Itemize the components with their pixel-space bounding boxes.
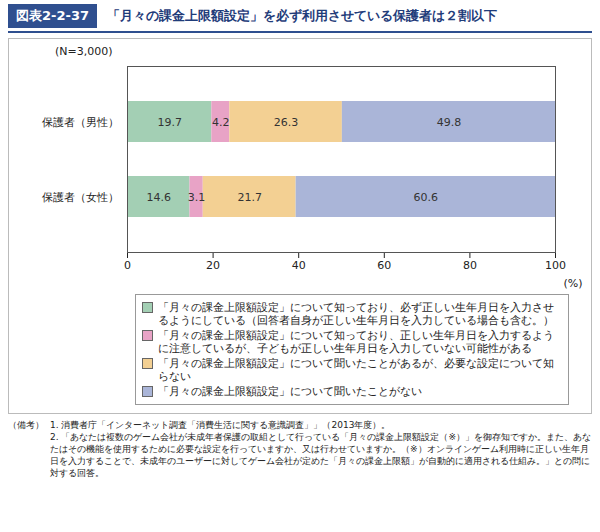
svg-text:4.2: 4.2 — [212, 116, 230, 129]
html-text:図表2-2-37: 図表2-2-37 — [16, 8, 89, 23]
svg-text:3.1: 3.1 — [188, 191, 206, 204]
html-text:(N=3,000): (N=3,000) — [55, 45, 113, 58]
html-text:「月々の課金上限額設定」について聞いたことがない: 「月々の課金上限額設定」について聞いたことがない — [158, 385, 422, 397]
svg-text:21.7: 21.7 — [237, 191, 262, 204]
html-text:「月々の課金上限額設定」について知っており、必ず正しい生年月: 「月々の課金上限額設定」について知っており、必ず正しい生年月日を入力させるように… — [158, 301, 554, 326]
svg-text:60: 60 — [377, 259, 391, 272]
html-text:「月々の課金上限額設定」を必ず利用させている保護者は２割以下: 「月々の課金上限額設定」を必ず利用させている保護者は２割以下 — [107, 8, 497, 23]
svg-text:80: 80 — [463, 259, 477, 272]
html-text:（備考）: （備考） — [8, 420, 44, 430]
html-text:「月々の課金上限額設定」について聞いたことがあるが、必要な設: 「月々の課金上限額設定」について聞いたことがあるが、必要な設定について知らない — [158, 357, 554, 382]
svg-text:49.8: 49.8 — [437, 116, 462, 129]
svg-text:0: 0 — [124, 259, 131, 272]
svg-text:(%): (%) — [563, 277, 582, 290]
svg-text:26.3: 26.3 — [274, 116, 299, 129]
html-text:2. 「あなたは複数のゲーム会社が未成年者保護の取組として行: 2. 「あなたは複数のゲーム会社が未成年者保護の取組として行っている「月々の課金… — [50, 432, 591, 478]
html-text:1. 消費者庁「インターネット調査「消費生活に関する意識調査: 1. 消費者庁「インターネット調査「消費生活に関する意識調査」」（2013年度）… — [50, 420, 391, 430]
svg-text:40: 40 — [292, 259, 306, 272]
svg-text:保護者（男性）: 保護者（男性） — [42, 116, 119, 129]
svg-text:20: 20 — [206, 259, 220, 272]
svg-text:14.6: 14.6 — [146, 191, 171, 204]
svg-text:60.6: 60.6 — [414, 191, 439, 204]
svg-text:19.7: 19.7 — [157, 116, 182, 129]
svg-text:100: 100 — [545, 259, 566, 272]
svg-text:保護者（女性）: 保護者（女性） — [42, 191, 119, 204]
html-text:「月々の課金上限額設定」について知っており、正しい生年月日を: 「月々の課金上限額設定」について知っており、正しい生年月日を入力するように注意し… — [158, 329, 554, 354]
